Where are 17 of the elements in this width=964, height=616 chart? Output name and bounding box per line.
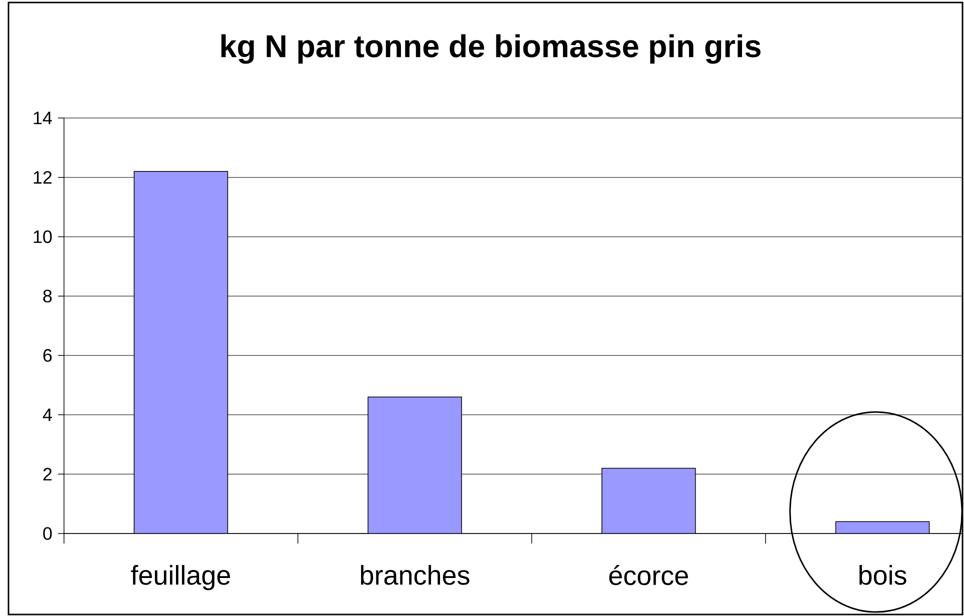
x-tick-label: écorce (609, 565, 688, 586)
y-tick-label: 0 (43, 527, 52, 540)
y-tick-label: 10 (34, 230, 52, 244)
y-tick-label: 2 (43, 468, 52, 480)
bar (134, 171, 228, 534)
y-tick-label: 6 (43, 349, 52, 362)
x-tick-label: branches (360, 565, 470, 585)
bar (835, 521, 930, 534)
y-tick-label: 8 (43, 290, 52, 302)
x-tick-label: bois (859, 565, 906, 585)
y-tick-label: 12 (34, 171, 52, 184)
x-tick-label: feuillage (131, 565, 230, 590)
y-tick-label: 4 (42, 408, 52, 421)
bar (368, 396, 462, 534)
bar (602, 468, 696, 534)
y-tick-label: 14 (34, 112, 52, 124)
chart-title: kg N par tonne de biomasse pin gris (221, 34, 761, 64)
